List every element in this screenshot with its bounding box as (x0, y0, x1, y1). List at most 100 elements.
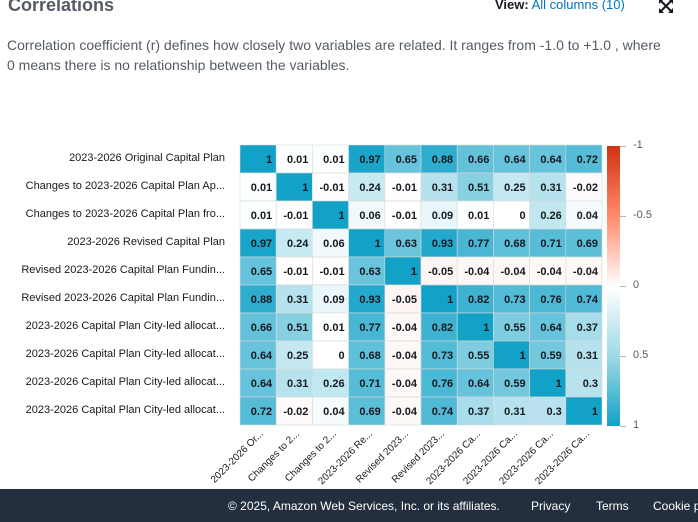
heatmap-cell-value: 0.71 (359, 378, 380, 390)
heatmap-row-label: 2023-2026 Capital Plan City-led allocat.… (25, 404, 225, 416)
heatmap-cell-value: 0.65 (251, 266, 272, 278)
heatmap-cell-value: -0.01 (320, 182, 345, 194)
heatmap-cell-value: 0.69 (577, 238, 598, 250)
heatmap-cell (239, 312, 277, 342)
heatmap-cell (348, 144, 386, 174)
colorbar-tick-label: 0 (633, 279, 640, 291)
heatmap-cell-value: 0.3 (547, 406, 562, 418)
heatmap-cell-value: -0.04 (392, 322, 418, 334)
heatmap-cell (348, 228, 386, 258)
heatmap-cell-value: 0.09 (323, 294, 344, 306)
heatmap-cell-value: 0.26 (540, 210, 561, 222)
heatmap-cell-value: -0.04 (501, 266, 527, 278)
heatmap-cell-value: 0.51 (468, 182, 489, 194)
heatmap-cell (384, 144, 422, 174)
heatmap-cell-value: 0.31 (287, 294, 308, 306)
heatmap-cell (493, 368, 530, 398)
heatmap-cell-value: 0.06 (323, 238, 344, 250)
heatmap-cell-value: 1 (266, 154, 272, 166)
heatmap-cell-value: 0.82 (432, 322, 453, 334)
heatmap-cell-value: 0.63 (359, 266, 380, 278)
heatmap-cell (565, 396, 603, 426)
heatmap-cell-value: 0.55 (504, 322, 525, 334)
heatmap-cell (420, 172, 458, 202)
heatmap-cell (565, 340, 603, 370)
fullscreen-icon[interactable] (659, 0, 673, 13)
heatmap-cell-value: -0.02 (283, 406, 308, 418)
heatmap-cell-value: 0.63 (396, 238, 417, 250)
heatmap-cell-value: 0.76 (432, 378, 453, 390)
heatmap-cell-value: 0.01 (287, 154, 308, 166)
heatmap-cell-value: 0.82 (468, 294, 489, 306)
heatmap-cell (275, 340, 313, 370)
heatmap-cell-value: 0.65 (396, 154, 417, 166)
footer-terms-link[interactable]: Terms (596, 499, 629, 513)
heatmap-cell (493, 396, 530, 426)
heatmap-cell-value: -0.04 (464, 266, 490, 278)
colorbar-tick (620, 356, 626, 357)
heatmap-cell-value: 1 (483, 322, 489, 334)
heatmap-cell (529, 144, 567, 174)
view-label: View: (495, 0, 529, 12)
heatmap-cell-value: 0.3 (583, 378, 598, 390)
colorbar-tick (620, 216, 626, 217)
heatmap-cell (239, 396, 277, 426)
heatmap-cell-value: 0.88 (251, 294, 272, 306)
heatmap-cell-value: 0.01 (468, 210, 489, 222)
heatmap-cell (565, 256, 603, 286)
heatmap-cell (312, 172, 349, 202)
heatmap-cell-value: 0.76 (540, 294, 561, 306)
heatmap-cell (312, 340, 349, 370)
heatmap-cell-value: 0.04 (577, 210, 599, 222)
view-selector: View: All columns (10) (495, 0, 625, 12)
heatmap-cell-value: 0.01 (251, 182, 272, 194)
heatmap-cell-value: 0.69 (359, 406, 380, 418)
colorbar-tick-label: 1 (633, 419, 640, 431)
heatmap-cell-value: 0.64 (251, 350, 273, 362)
heatmap-cell-value: -0.04 (392, 378, 418, 390)
heatmap-cell (312, 396, 349, 426)
heatmap-cell (312, 284, 349, 314)
heatmap-cell-value: 0.24 (287, 238, 309, 250)
heatmap-cell-value: 0.01 (251, 210, 272, 222)
heatmap-cell (239, 368, 277, 398)
heatmap-cell (565, 368, 603, 398)
colorbar-tick-label: -1 (633, 139, 643, 151)
heatmap-cell-value: -0.04 (573, 266, 599, 278)
heatmap-row-label: 2023-2026 Capital Plan City-led allocat.… (25, 320, 225, 332)
heatmap-cell-value: 0.25 (504, 182, 525, 194)
heatmap-cell-value: 0.64 (468, 378, 490, 390)
footer-privacy-link[interactable]: Privacy (531, 499, 571, 513)
heatmap-cell (529, 340, 567, 370)
heatmap-cell (239, 340, 277, 370)
heatmap-cell-value: 1 (411, 266, 417, 278)
heatmap-row-label: 2023-2026 Capital Plan City-led allocat.… (25, 348, 225, 360)
heatmap-cell-value: -0.01 (392, 210, 417, 222)
heatmap-cell (348, 312, 386, 342)
heatmap-cell (456, 228, 494, 258)
heatmap-cell-value: 0.37 (468, 406, 489, 418)
heatmap-cell (493, 284, 530, 314)
heatmap-cell (565, 200, 603, 230)
heatmap-cell (529, 284, 567, 314)
heatmap-row-label: 2023-2026 Capital Plan City-led allocat.… (25, 376, 225, 388)
heatmap-cell-value: 1 (447, 294, 453, 306)
colorbar-tick (620, 286, 626, 287)
heatmap-cell (348, 172, 386, 202)
footer-cookie-link[interactable]: Cookie p (653, 499, 698, 513)
heatmap-cell-value: 1 (302, 182, 308, 194)
heatmap-cell-value: 0.55 (468, 350, 489, 362)
heatmap-cell-value: 0.01 (323, 322, 344, 334)
heatmap-cell-value: -0.01 (283, 266, 308, 278)
heatmap-cell (384, 172, 422, 202)
heatmap-cell (529, 228, 567, 258)
heatmap-cell-value: -0.04 (537, 266, 563, 278)
heatmap-cell-value: 0.93 (432, 238, 453, 250)
heatmap-cell (275, 284, 313, 314)
heatmap-cell-value: -0.01 (283, 210, 308, 222)
heatmap-cell (348, 200, 386, 230)
heatmap-cell-value: 0 (519, 210, 525, 222)
heatmap-cell-value: 0.88 (432, 154, 453, 166)
heatmap-cell (456, 172, 494, 202)
view-columns-link[interactable]: All columns (10) (531, 0, 625, 12)
